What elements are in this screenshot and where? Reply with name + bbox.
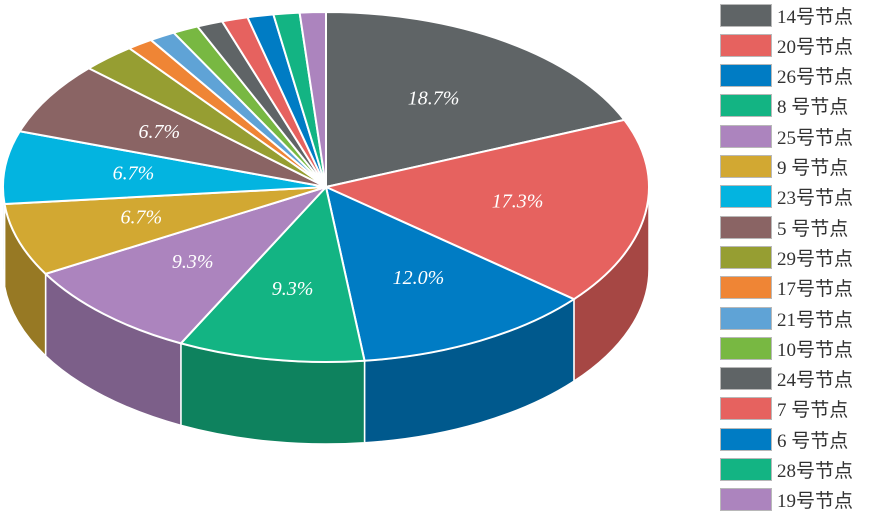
legend-item: 5 号节点 [720, 213, 848, 241]
legend-label: 10号节点 [777, 339, 854, 361]
legend-swatch [720, 367, 772, 391]
legend-item: 8 号节点 [720, 92, 848, 120]
legend-item: 19号节点 [720, 486, 853, 514]
legend-label: 29号节点 [777, 248, 854, 270]
legend-swatch [720, 488, 772, 512]
legend-item: 7 号节点 [720, 395, 848, 423]
pie-data-label-5: 6.7% [120, 206, 162, 228]
legend-label: 21号节点 [777, 309, 854, 331]
legend-label: 19号节点 [777, 491, 854, 513]
legend-swatch [720, 458, 772, 481]
legend-label: 6 号节点 [777, 430, 849, 452]
legend-label: 14号节点 [777, 6, 854, 28]
legend-item: 21号节点 [720, 304, 853, 332]
legend-swatch [720, 306, 772, 330]
legend-item: 17号节点 [720, 274, 853, 302]
legend-item: 10号节点 [720, 334, 853, 362]
legend-label: 9 号节点 [777, 158, 849, 179]
legend-item: 14号节点 [720, 1, 853, 29]
legend-item: 28号节点 [720, 456, 853, 484]
legend-swatch [720, 215, 772, 239]
legend-label: 17号节点 [777, 279, 854, 301]
pie-data-label-0: 18.7% [408, 87, 460, 109]
pie-data-label-4: 9.3% [172, 251, 214, 273]
legend-item: 9 号节点 [720, 153, 848, 181]
pie-chart: 18.7% 17.3% 12.0% 9.3% 9.3% 6.7% 6.7% 6.7% [2, 10, 650, 445]
legend-swatch [720, 3, 772, 27]
legend-label: 28号节点 [777, 461, 854, 482]
pie-labels: 18.7% 17.3% 12.0% 9.3% 9.3% 6.7% 6.7% 6.7% [113, 87, 544, 300]
legend-item: 29号节点 [720, 243, 853, 271]
pie-data-label-7: 6.7% [138, 121, 180, 143]
legend-label: 24号节点 [777, 370, 854, 392]
legend-label: 20号节点 [777, 36, 854, 58]
pie-data-label-1: 17.3% [492, 190, 544, 212]
legend-swatch [720, 155, 772, 178]
legend-item: 6 号节点 [720, 425, 848, 453]
legend-swatch [720, 427, 772, 451]
legend-swatch [720, 94, 772, 118]
legend-swatch [720, 336, 772, 360]
legend-item: 20号节点 [720, 31, 853, 59]
legend-label: 7 号节点 [777, 400, 849, 422]
legend-swatch [720, 124, 772, 148]
legend-item: 25号节点 [720, 122, 853, 150]
pie-slice-4 [43, 184, 330, 345]
legend-label: 26号节点 [777, 67, 854, 89]
legend-item: 24号节点 [720, 365, 853, 393]
legend-label: 5 号节点 [777, 218, 849, 240]
pie-slice-0 [325, 10, 627, 189]
pie-top-faces [2, 10, 650, 363]
pie-slice-2 [324, 185, 577, 362]
legend-swatch [720, 64, 772, 88]
pie-slice-6 [2, 130, 327, 206]
legend-label: 25号节点 [777, 127, 854, 149]
legend-swatch [720, 276, 772, 300]
pie-data-label-2: 12.0% [393, 267, 445, 289]
pie-chart-svg: 18.7% 17.3% 12.0% 9.3% 9.3% 6.7% 6.7% 6.7% [2, 10, 650, 445]
chart-legend: 14号节点 20号节点 26号节点 8 号节点 25号节点 9 号节点 23号节点 5 号节点… [720, 0, 879, 528]
pie-slice-3 [179, 184, 366, 363]
legend-swatch [720, 397, 772, 421]
pie-data-label-6: 6.7% [113, 163, 155, 185]
legend-swatch [720, 185, 772, 209]
pie-slice-16 [298, 10, 327, 188]
pie-slice-7 [18, 67, 327, 188]
legend-label: 23号节点 [777, 188, 854, 210]
legend-swatch [720, 245, 772, 269]
pie-slice-5 [3, 186, 327, 275]
legend-item: 26号节点 [720, 62, 853, 90]
legend-label: 8 号节点 [777, 97, 849, 119]
pie-slice-1 [322, 118, 650, 301]
legend-item: 23号节点 [720, 183, 853, 211]
pie-data-label-3: 9.3% [272, 278, 314, 300]
legend-swatch [720, 33, 772, 57]
